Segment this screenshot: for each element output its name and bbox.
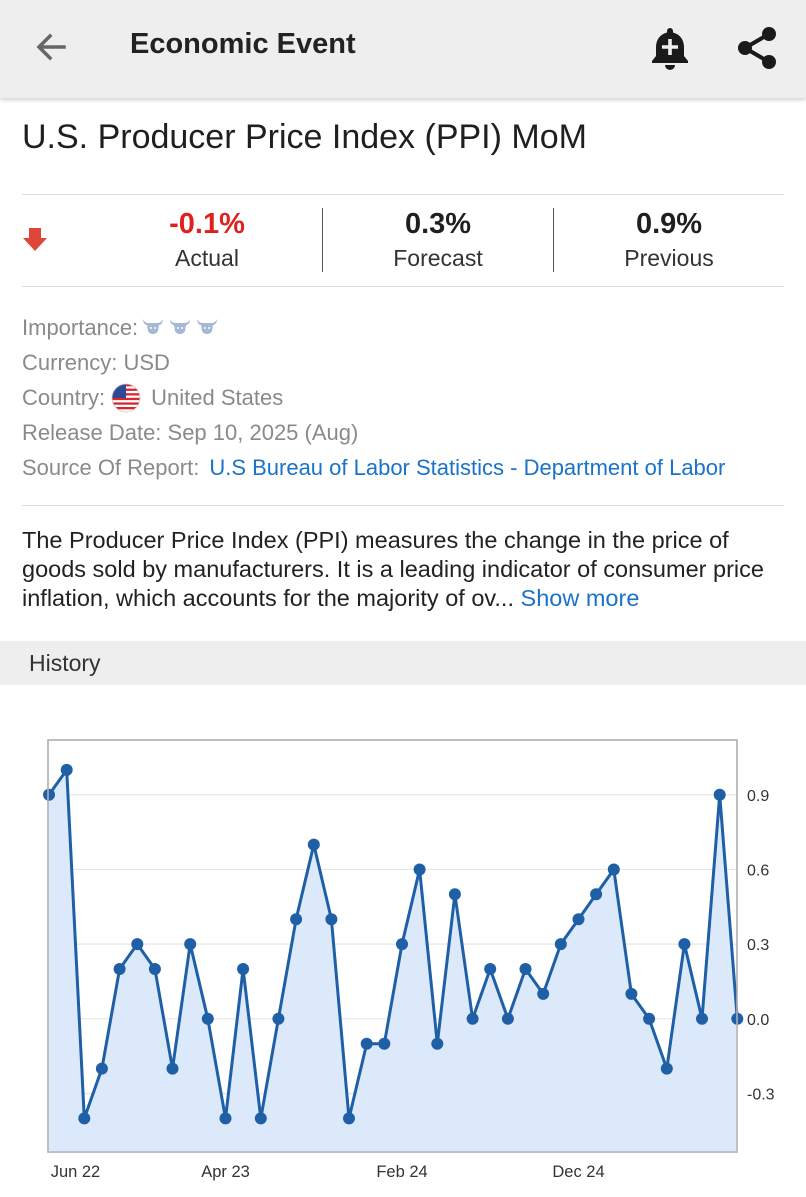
data-point: [625, 987, 638, 1000]
data-point: [219, 1112, 232, 1125]
data-point: [448, 888, 461, 901]
data-point: [713, 788, 726, 801]
event-values: -0.1% Actual 0.3% Forecast 0.9% Previous: [22, 196, 784, 286]
forecast-value-block: 0.3% Forecast: [363, 208, 513, 272]
y-tick-label: 0.6: [747, 862, 769, 879]
divider: [22, 194, 784, 195]
previous-label: Previous: [624, 245, 714, 271]
divider: [22, 286, 784, 287]
arrow-back-icon[interactable]: [28, 24, 74, 70]
bull-icon: [197, 319, 218, 334]
data-point: [290, 913, 303, 926]
y-tick-label: 0.0: [747, 1012, 769, 1029]
data-point: [501, 1012, 514, 1025]
series-line: [47, 768, 739, 1120]
bull-icon: [143, 319, 164, 334]
data-point: [660, 1062, 673, 1075]
data-point: [431, 1037, 444, 1050]
source-link[interactable]: U.S Bureau of Labor Statistics - Departm…: [209, 455, 726, 480]
data-point: [466, 1012, 479, 1025]
x-tick-label: Dec 24: [552, 1163, 604, 1181]
data-point: [590, 888, 603, 901]
data-point: [537, 987, 550, 1000]
country-label: Country:: [22, 385, 106, 410]
x-tick-label: Jun 22: [51, 1163, 101, 1181]
data-point: [307, 838, 320, 851]
y-tick-label: 0.3: [747, 937, 769, 954]
data-point: [166, 1062, 179, 1075]
previous-value: 0.9%: [635, 208, 703, 240]
data-point: [43, 788, 55, 801]
history-label: History: [29, 650, 101, 676]
bell-plus-icon[interactable]: [645, 22, 695, 74]
actual-label: Actual: [175, 245, 239, 271]
data-point: [148, 963, 161, 975]
importance-row: Importance:: [22, 310, 725, 345]
description-text: The Producer Price Index (PPI) measures …: [22, 527, 764, 611]
data-point: [95, 1062, 108, 1075]
divider: [553, 208, 554, 272]
app-bar: Economic Event: [0, 0, 806, 98]
data-point: [201, 1012, 214, 1025]
data-point: [325, 913, 338, 926]
x-tick-label: Apr 23: [201, 1163, 250, 1181]
release-date-row: Release Date: Sep 10, 2025 (Aug): [22, 415, 725, 450]
importance-label: Importance:: [22, 315, 139, 340]
data-point: [184, 938, 197, 951]
forecast-value: 0.3%: [404, 208, 472, 240]
divider: [22, 505, 784, 506]
data-point: [696, 1012, 708, 1025]
data-point: [272, 1012, 285, 1025]
data-point: [643, 1012, 656, 1025]
forecast-label: Forecast: [393, 245, 483, 271]
actual-value-block: -0.1% Actual: [132, 208, 282, 272]
event-title: U.S. Producer Price Index (PPI) MoM: [22, 118, 587, 156]
us-flag-icon: [111, 383, 141, 412]
previous-value-block: 0.9% Previous: [594, 208, 744, 272]
currency-text: Currency: USD: [22, 350, 170, 375]
arrow-down-icon: [23, 228, 47, 251]
history-section-header: History: [0, 641, 806, 685]
divider: [322, 208, 323, 272]
data-point: [413, 863, 426, 876]
source-label: Source Of Report:: [22, 455, 200, 480]
data-point: [113, 963, 126, 975]
actual-value: -0.1%: [169, 208, 245, 240]
data-point: [254, 1112, 267, 1125]
source-row: Source Of Report: U.S Bureau of Labor St…: [22, 450, 725, 485]
country-row: Country: United States: [22, 380, 725, 415]
data-point: [78, 1112, 91, 1125]
data-point: [60, 763, 73, 776]
app-bar-title: Economic Event: [130, 28, 356, 60]
data-point: [519, 963, 532, 975]
history-chart[interactable]: 0.9 0.6 0.3 0.0 -0.3 Jun 22 Apr 23 Feb 24 Dec 24: [0, 700, 806, 1197]
data-point: [396, 938, 408, 951]
data-point: [572, 913, 585, 926]
bull-icon: [170, 319, 191, 334]
data-point: [237, 963, 250, 975]
release-date-text: Release Date: Sep 10, 2025 (Aug): [22, 420, 359, 445]
currency-row: Currency: USD: [22, 345, 725, 380]
data-point: [484, 963, 497, 975]
data-point: [360, 1037, 373, 1050]
data-point: [554, 938, 567, 951]
area-fill: [49, 769, 738, 1152]
share-icon[interactable]: [732, 22, 782, 74]
plot-border: [47, 739, 738, 1153]
country-name: United States: [151, 385, 284, 410]
show-more-link[interactable]: Show more: [520, 585, 640, 611]
data-point: [131, 938, 144, 951]
y-tick-label: -0.3: [747, 1086, 775, 1103]
y-tick-label: 0.9: [747, 788, 769, 805]
data-point: [378, 1037, 391, 1050]
data-point: [678, 938, 691, 951]
importance-rating: [138, 310, 219, 345]
x-tick-label: Feb 24: [376, 1163, 427, 1181]
event-description: The Producer Price Index (PPI) measures …: [22, 526, 792, 613]
data-point: [607, 863, 620, 876]
data-point: [343, 1112, 355, 1125]
event-details: Importance: Currency: USD Country: Unite…: [22, 310, 725, 485]
